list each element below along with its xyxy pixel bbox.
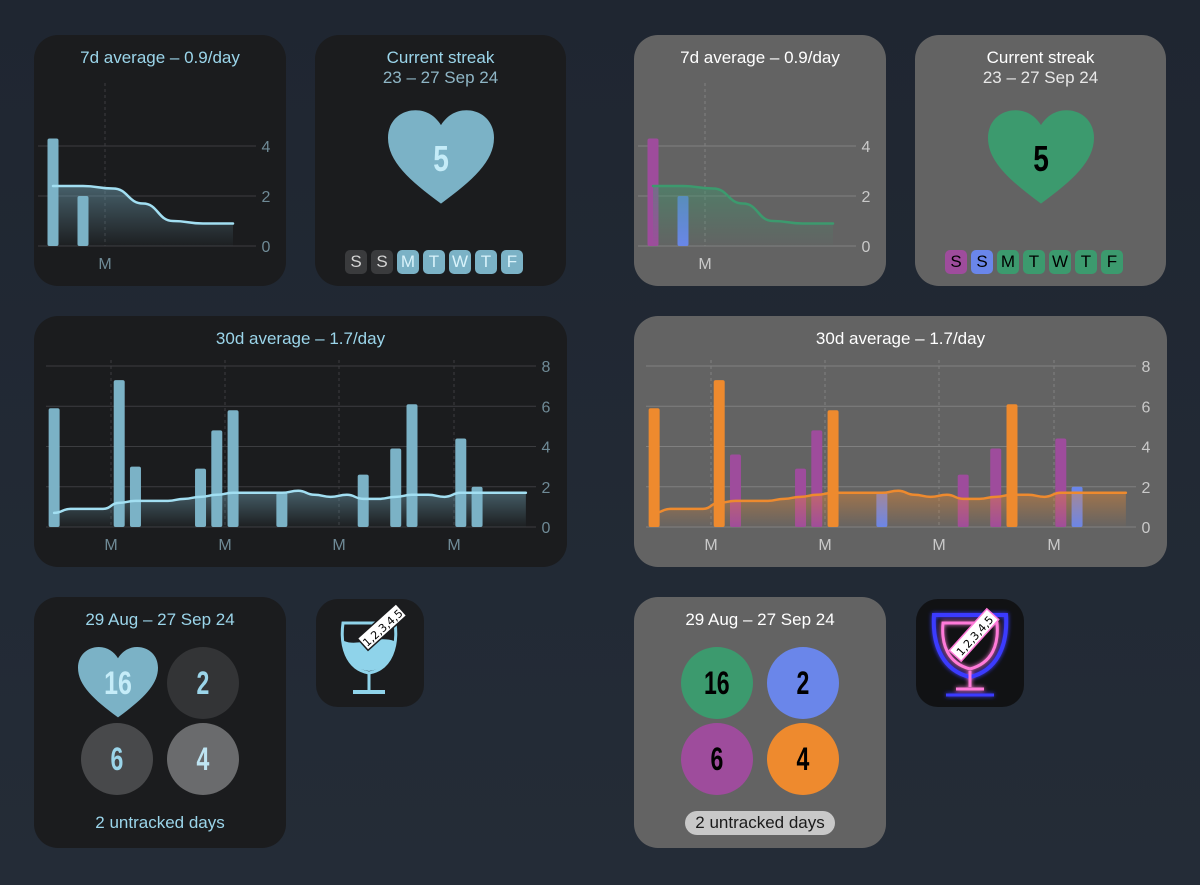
gray-count-0: 16 — [681, 647, 753, 719]
average-line — [651, 184, 835, 225]
streak-day-chip: T — [423, 250, 445, 274]
dark-30d-widget[interactable]: 30d average – 1.7/day 8 6 4 2 0 M M M M — [34, 316, 567, 567]
y-tick-label: 0 — [1142, 520, 1151, 537]
dark-30d-chart: 8 6 4 2 0 M M M M — [46, 359, 551, 554]
gray-summary-dates: 29 Aug – 27 Sep 24 — [685, 610, 835, 629]
y-tick-label: 0 — [862, 239, 871, 256]
gray-streak-title: Current streak — [986, 48, 1095, 67]
average-area — [53, 186, 233, 246]
y-tick-label: 2 — [542, 480, 551, 497]
y-tick-label: 8 — [1142, 359, 1151, 376]
chart-bar — [48, 408, 60, 527]
y-tick-label: 2 — [262, 189, 271, 206]
wine-glass-icon[interactable]: 1,2,3,4,5 — [316, 599, 424, 707]
streak-day-chip: M — [397, 250, 419, 274]
y-tick-label: 0 — [542, 520, 551, 537]
y-tick-label: 8 — [542, 359, 551, 376]
streak-day-chip: S — [345, 250, 367, 274]
chart-bar — [113, 380, 125, 527]
dark-count-0: 16 — [104, 665, 132, 701]
y-tick-label: 2 — [862, 189, 871, 206]
gray-count-1: 2 — [767, 647, 839, 719]
y-tick-label: 6 — [542, 399, 551, 416]
dark-streak-title: Current streak — [386, 48, 495, 67]
dark-7d-chart: 4 2 0 M — [38, 83, 271, 273]
gray-count-3: 4 — [767, 723, 839, 795]
dark-streak-value: 5 — [433, 138, 449, 179]
dark-30d-title: 30d average – 1.7/day — [215, 329, 386, 348]
streak-day-chip: S — [945, 250, 967, 274]
average-area — [54, 490, 526, 527]
gray-streak-value: 5 — [1033, 138, 1049, 179]
heart-icon — [78, 647, 158, 718]
gray-7d-title: 7d average – 0.9/day — [680, 48, 840, 67]
dark-streak-dates: 23 – 27 Sep 24 — [382, 68, 499, 87]
dark-summary-widget[interactable]: 29 Aug – 27 Sep 24 16 2 6 4 2 untracked … — [34, 597, 286, 848]
streak-day-chip: W — [1049, 250, 1071, 274]
streak-day-chip: F — [1101, 250, 1123, 274]
neon-wine-glass-drawing: 1,2,3,4,5 — [931, 607, 1009, 697]
chart-bar — [648, 408, 660, 527]
y-tick-label: 4 — [862, 139, 871, 156]
chart-bar — [713, 380, 725, 527]
average-area — [653, 186, 833, 246]
x-tick-label: M — [932, 537, 945, 554]
gray-summary-widget[interactable]: 29 Aug – 27 Sep 24 16 2 6 4 2 untracked … — [634, 597, 886, 848]
gray-streak-dates: 23 – 27 Sep 24 — [982, 68, 1099, 87]
x-tick-label: M — [704, 537, 717, 554]
streak-day-chip: S — [371, 250, 393, 274]
streak-day-chip: T — [1075, 250, 1097, 274]
gray-30d-chart: 8 6 4 2 0 M M M M — [646, 359, 1151, 554]
streak-day-chip: M — [997, 250, 1019, 274]
dark-count-3: 4 — [167, 723, 239, 795]
average-line — [652, 489, 1128, 515]
average-line — [51, 184, 235, 225]
y-tick-label: 4 — [1142, 440, 1151, 457]
y-tick-label: 2 — [1142, 480, 1151, 497]
x-tick-label: M — [698, 256, 711, 273]
dark-7d-title: 7d average – 0.9/day — [80, 48, 240, 67]
gray-7d-chart: 4 2 0 M — [638, 83, 871, 273]
x-tick-label: M — [818, 537, 831, 554]
neon-wine-glass-icon[interactable]: 1,2,3,4,5 — [916, 599, 1024, 707]
gray-7d-widget[interactable]: 7d average – 0.9/day 4 2 0 M — [634, 35, 886, 286]
dark-7d-widget[interactable]: 7d average – 0.9/day 4 2 0 M — [34, 35, 286, 286]
streak-day-chip: T — [1023, 250, 1045, 274]
gray-30d-title: 30d average – 1.7/day — [815, 329, 986, 348]
dark-summary-dates: 29 Aug – 27 Sep 24 — [85, 610, 235, 629]
x-tick-label: M — [218, 537, 231, 554]
heart-icon — [988, 110, 1094, 204]
x-tick-label: M — [332, 537, 345, 554]
streak-day-chip: S — [971, 250, 993, 274]
streak-day-chip: F — [501, 250, 523, 274]
gray-count-2: 6 — [681, 723, 753, 795]
y-tick-label: 4 — [262, 139, 271, 156]
gray-30d-widget[interactable]: 30d average – 1.7/day 8 6 4 2 0 M M M M — [634, 316, 1167, 567]
y-tick-label: 4 — [542, 440, 551, 457]
x-tick-label: M — [98, 256, 111, 273]
average-area — [654, 490, 1126, 527]
x-tick-label: M — [447, 537, 460, 554]
svg-text:1,2,3,4,5: 1,2,3,4,5 — [954, 613, 996, 658]
gray-untracked-label: 2 untracked days — [634, 811, 886, 835]
heart-icon — [388, 110, 494, 204]
dark-untracked-label: 2 untracked days — [95, 813, 225, 832]
streak-day-chip: W — [449, 250, 471, 274]
dark-count-1: 2 — [167, 647, 239, 719]
untracked-pill: 2 untracked days — [685, 811, 835, 835]
x-tick-label: M — [1047, 537, 1060, 554]
wine-glass-drawing: 1,2,3,4,5 — [340, 602, 408, 694]
average-line — [52, 489, 528, 515]
x-tick-label: M — [104, 537, 117, 554]
dark-count-2: 6 — [81, 723, 153, 795]
y-tick-label: 0 — [262, 239, 271, 256]
streak-day-chip: T — [475, 250, 497, 274]
y-tick-label: 6 — [1142, 399, 1151, 416]
